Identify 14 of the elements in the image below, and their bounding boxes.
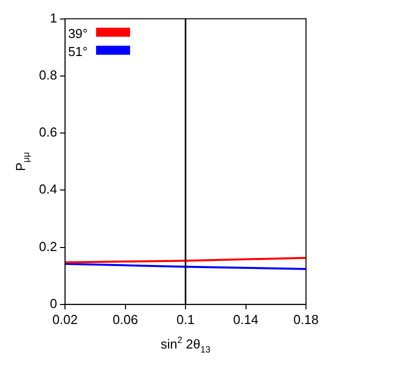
- y-tick-label: 0.2: [38, 238, 58, 254]
- x-tick-label: 0.06: [112, 312, 138, 327]
- x-tick-label: 0.1: [176, 312, 195, 327]
- y-tick-label: 1: [50, 10, 58, 26]
- legend-label: 51°: [68, 44, 88, 59]
- y-tick-label: 0: [50, 296, 58, 311]
- x-tick-label: 0.02: [52, 312, 78, 327]
- x-tick-label: 0.14: [233, 312, 258, 327]
- y-tick-label: 0.8: [38, 68, 58, 82]
- legend-label: 39°: [68, 26, 88, 41]
- y-tick-label: 0.4: [38, 182, 58, 197]
- x-tick-label: 0.18: [293, 312, 319, 327]
- y-axis-title: Pμμ: [13, 152, 31, 172]
- y-tick-label: 0.6: [38, 124, 58, 140]
